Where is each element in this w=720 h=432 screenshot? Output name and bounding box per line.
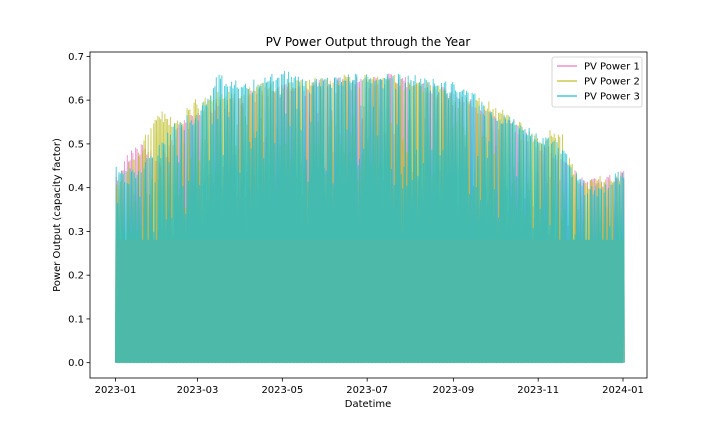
dense-fill-area — [115, 240, 623, 363]
x-axis: 2023-01 2023-03 2023-05 2023-07 2023-09 2023-… — [95, 378, 644, 396]
x-tick-label: 2023-01 — [95, 385, 137, 396]
plot-area — [115, 70, 625, 364]
x-tick-label: 2023-09 — [432, 385, 474, 396]
x-tick-label: 2023-05 — [261, 385, 303, 396]
x-axis-label: Datetime — [345, 399, 392, 410]
y-tick-label: 0.6 — [68, 96, 84, 107]
plot-frame — [89, 51, 648, 379]
y-tick-label: 0.5 — [68, 139, 84, 150]
legend-label-3: PV Power 3 — [584, 92, 640, 103]
legend-box — [551, 56, 643, 108]
y-tick-label: 0.0 — [68, 358, 84, 369]
x-tick-label: 2023-03 — [177, 385, 219, 396]
legend: PV Power 1 PV Power 2 PV Power 3 — [551, 56, 643, 108]
y-tick-label: 0.2 — [68, 271, 84, 282]
y-tick-label: 0.1 — [68, 314, 84, 325]
y-tick-label: 0.4 — [68, 183, 84, 194]
y-tick-label: 0.3 — [68, 227, 84, 238]
x-tick-label: 2024-01 — [602, 385, 644, 396]
chart-title: PV Power Output through the Year — [266, 35, 471, 49]
y-axis: 0.0 0.1 0.2 0.3 0.4 0.5 0.6 0.7 — [68, 52, 90, 369]
legend-label-1: PV Power 1 — [584, 62, 640, 73]
y-tick-label: 0.7 — [68, 52, 84, 63]
y-axis-label: Power Output (capacity factor) — [52, 138, 63, 292]
x-tick-label: 2023-11 — [517, 385, 559, 396]
legend-label-2: PV Power 2 — [584, 77, 640, 88]
x-tick-label: 2023-07 — [346, 385, 388, 396]
